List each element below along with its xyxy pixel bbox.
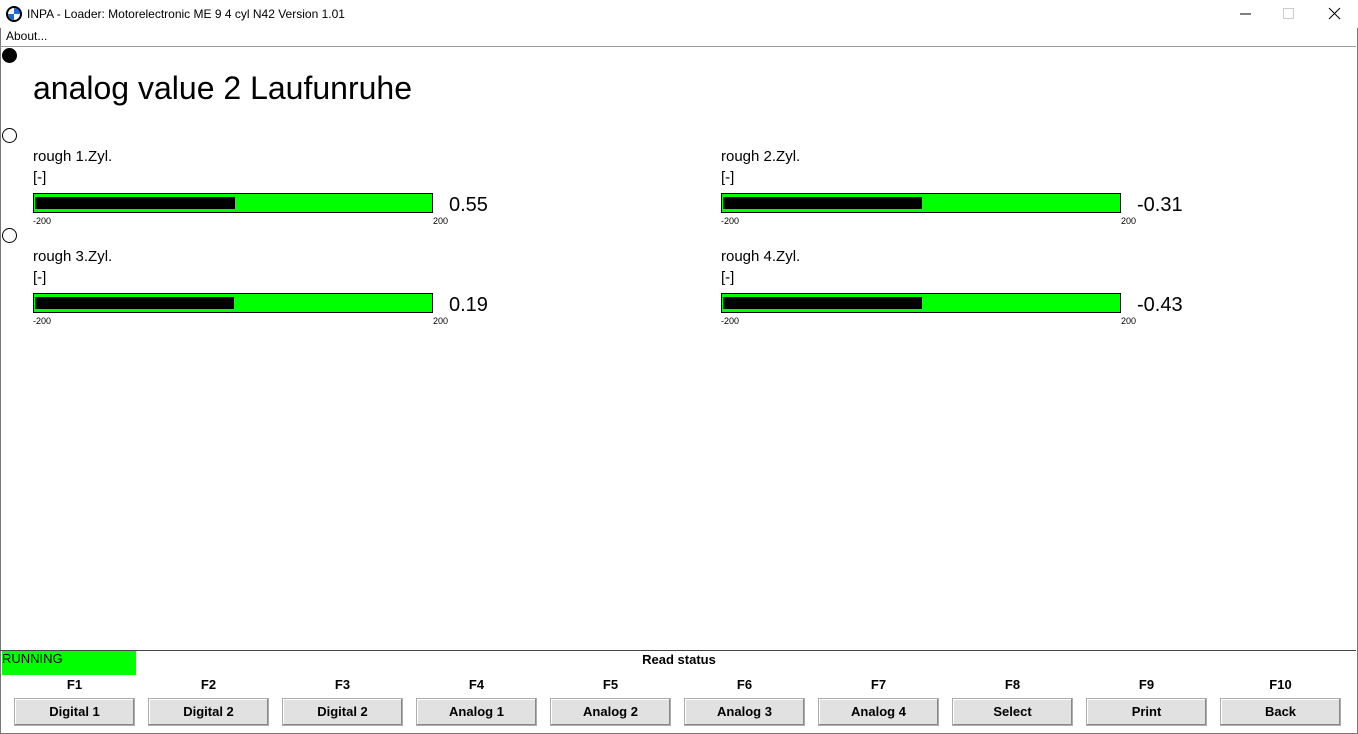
function-key-label: F4 [468, 677, 485, 692]
gauge-value: -0.31 [1137, 194, 1183, 216]
window-controls [1240, 7, 1341, 20]
gauge-unit: [-] [721, 169, 735, 186]
window-title: INPA - Loader: Motorelectronic ME 9 4 cy… [27, 7, 345, 21]
app-icon [6, 6, 22, 22]
function-key-label: F8 [1004, 677, 1021, 692]
function-button[interactable]: Analog 3 [684, 698, 805, 726]
maximize[interactable] [1283, 8, 1294, 19]
title-bar: INPA - Loader: Motorelectronic ME 9 4 cy… [0, 0, 1358, 28]
gauge-max: 200 [1121, 316, 1137, 326]
function-button[interactable]: Select [952, 698, 1073, 726]
function-key-label: F9 [1138, 677, 1155, 692]
function-button[interactable]: Digital 2 [148, 698, 269, 726]
function-button[interactable]: Back [1220, 698, 1341, 726]
gauge-bar [723, 197, 922, 209]
function-button[interactable]: Print [1086, 698, 1207, 726]
gauge-value: 0.19 [449, 294, 488, 316]
content-area [0, 46, 1356, 651]
function-button[interactable]: Analog 1 [416, 698, 537, 726]
gauge-value: -0.43 [1137, 294, 1183, 316]
function-button[interactable]: Analog 4 [818, 698, 939, 726]
function-key-label: F2 [200, 677, 217, 692]
function-button[interactable]: Digital 1 [14, 698, 135, 726]
gauge-max: 200 [1121, 216, 1137, 226]
gauge-track [721, 193, 1121, 213]
function-key-label: F6 [736, 677, 753, 692]
gauge-track [721, 293, 1121, 313]
gauge-bar [35, 197, 235, 209]
gauge-min: -200 [33, 216, 52, 226]
gauge-bar [35, 297, 235, 309]
gauge-label: rough 4.Zyl. [721, 248, 801, 265]
gauge-track [33, 193, 433, 213]
radio [2, 128, 17, 143]
close[interactable] [1328, 7, 1341, 20]
gauge-bar [723, 297, 922, 309]
page-title: analog value 2 Laufunruhe [33, 70, 412, 106]
gauge-unit: [-] [33, 269, 47, 286]
gauge-max: 200 [433, 216, 449, 226]
gauge-min: -200 [33, 316, 52, 326]
function-key-label: F10 [1269, 677, 1292, 692]
gauge-min: -200 [721, 316, 740, 326]
gauge-label: rough 1.Zyl. [33, 148, 113, 165]
gauge-label: rough 3.Zyl. [33, 248, 113, 265]
status-state: RUNNING [2, 651, 136, 675]
menu-item[interactable]: About... [6, 29, 48, 43]
gauge-max: 200 [433, 316, 449, 326]
gauge-min: -200 [721, 216, 740, 226]
function-key-label: F1 [66, 677, 83, 692]
function-key-label: F3 [334, 677, 351, 692]
radio-selected [2, 48, 17, 63]
status-message: Read status [642, 652, 716, 667]
gauge-value: 0.55 [449, 194, 488, 216]
function-key-label: F5 [602, 677, 619, 692]
gauge-label: rough 2.Zyl. [721, 148, 801, 165]
function-button[interactable]: Digital 2 [282, 698, 403, 726]
radio [2, 228, 17, 243]
function-key-label: F7 [870, 677, 887, 692]
function-button[interactable]: Analog 2 [550, 698, 671, 726]
gauge-unit: [-] [33, 169, 47, 186]
gauge-unit: [-] [721, 269, 735, 286]
gauge-track [33, 293, 433, 313]
